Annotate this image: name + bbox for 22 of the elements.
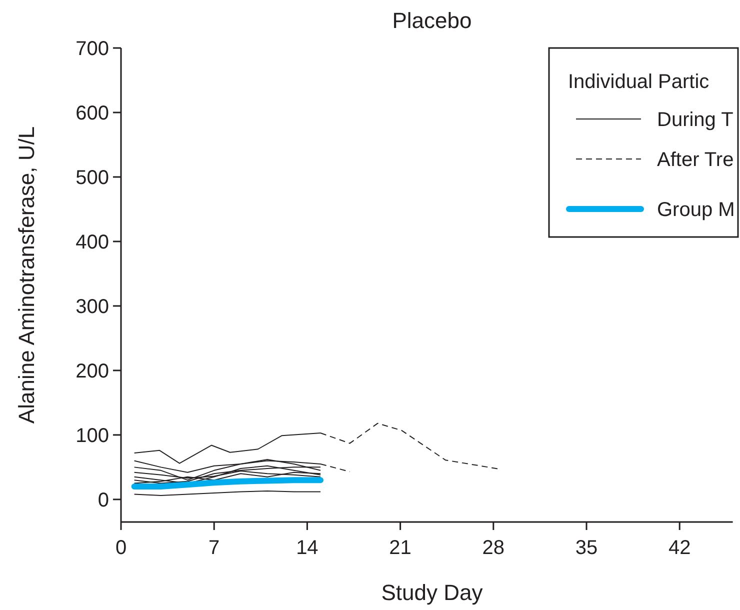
y-tick-label: 0 — [98, 489, 109, 512]
x-axis-title: Study Day — [381, 580, 483, 605]
x-tick-label: 28 — [482, 537, 505, 559]
x-tick-label: 0 — [115, 537, 127, 559]
y-axis-title: Alanine Aminotransferase, U/L — [14, 126, 39, 424]
legend-label: Group M — [657, 199, 735, 221]
x-tick-label: 14 — [296, 537, 318, 559]
y-tick-label: 100 — [76, 424, 109, 447]
y-tick-label: 500 — [76, 166, 109, 189]
y-tick-label: 300 — [76, 296, 109, 318]
legend-label: After Tre — [657, 149, 734, 171]
y-tick-label: 200 — [76, 360, 109, 382]
x-tick-label: 42 — [668, 537, 691, 559]
x-tick-label: 7 — [208, 537, 220, 559]
legend-title: Individual Partic — [568, 71, 710, 93]
y-tick-label: 700 — [76, 38, 109, 60]
y-tick-label: 400 — [76, 231, 109, 254]
chart-title: Placebo — [392, 8, 472, 33]
x-tick-label: 35 — [575, 537, 598, 559]
legend-label: During T — [657, 109, 734, 131]
x-tick-label: 21 — [389, 537, 412, 559]
y-tick-label: 600 — [76, 102, 109, 124]
